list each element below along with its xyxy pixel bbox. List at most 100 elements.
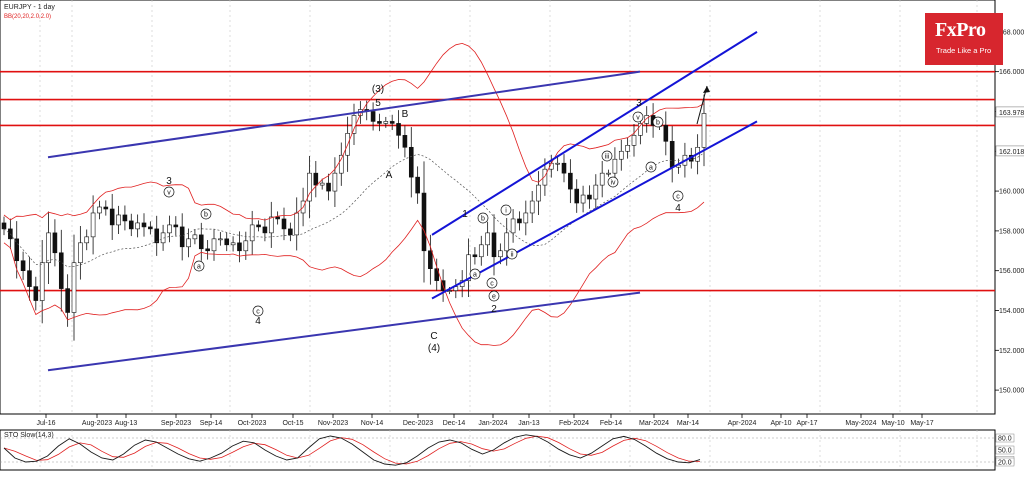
wave-circle-label-9: e <box>492 294 496 301</box>
candle-body <box>46 232 51 264</box>
fxpro-logo: FxPro Trade Like a Pro <box>925 13 1003 65</box>
wave-circle-label-11: iv <box>610 180 616 187</box>
candle-body <box>434 268 440 281</box>
y-tick-label-3: 156.000 <box>999 268 1024 275</box>
candle-body <box>383 121 389 124</box>
long-channel-lower <box>47 291 641 372</box>
candle-body <box>504 232 510 252</box>
x-tick-label-10: Dec-14 <box>443 420 466 427</box>
candle-body <box>288 228 293 236</box>
candle-body <box>224 238 230 246</box>
wave-circle-label-10: iii <box>605 154 610 161</box>
candle-body <box>370 111 376 122</box>
wave-circle-label-15: c <box>676 194 680 201</box>
bollinger-upper <box>3 42 705 221</box>
candle-body <box>281 218 287 230</box>
candle-body <box>701 113 707 148</box>
trend-channel-upper <box>431 30 758 236</box>
x-tick-label-21: May-10 <box>881 420 904 427</box>
candle-body <box>20 260 26 271</box>
wave-circle-label-8: ii <box>510 252 514 259</box>
wave-circle-13 <box>652 116 664 128</box>
wave-circle-label-6: c <box>490 281 494 288</box>
candle-body <box>377 121 382 124</box>
indicator-label: BB(20,20,2.0,2.0) <box>4 14 51 20</box>
wave-label-10: 3 <box>636 98 642 109</box>
stoch-signal-line <box>3 435 701 465</box>
stoch-title: STO Slow(14,3) <box>4 432 54 439</box>
candle-body <box>498 250 503 258</box>
wave-circle-12 <box>632 111 644 123</box>
candle-body <box>135 222 140 230</box>
wave-circle-label-4: b <box>481 216 485 223</box>
price-marker-1: 162.018 <box>999 149 1024 156</box>
candle-body <box>338 154 344 174</box>
bollinger-middle <box>3 152 705 268</box>
candle-body <box>625 144 630 152</box>
candle-body <box>485 232 490 246</box>
candle-body <box>478 244 484 258</box>
x-tick-label-9: Dec-2023 <box>403 420 433 427</box>
candle-body <box>84 236 90 244</box>
candle-body <box>58 252 64 289</box>
x-tick-label-11: Jan-2024 <box>478 420 507 427</box>
candle-body <box>510 218 516 234</box>
wave-label-2: 5 <box>375 98 381 109</box>
x-tick-label-5: Oct-2023 <box>238 420 267 427</box>
x-tick-label-15: Mar-2024 <box>639 420 669 427</box>
wave-circle-label-12: v <box>636 115 640 122</box>
candle-body <box>262 226 268 234</box>
x-tick-label-3: Sep-2023 <box>161 420 191 427</box>
bollinger-lower <box>3 201 705 346</box>
wave-circle-7 <box>500 204 512 216</box>
wave-circle-15 <box>672 190 684 202</box>
candle-body <box>408 146 414 178</box>
candle-body <box>52 232 58 254</box>
candle-body <box>275 216 280 220</box>
candle-body <box>402 135 408 148</box>
chart-title: EURJPY - 1 day <box>4 4 55 11</box>
candle-body <box>39 262 45 301</box>
wave-circle-label-3: c <box>256 309 260 316</box>
candle-body <box>618 150 624 160</box>
x-tick-label-14: Feb-14 <box>600 420 622 427</box>
wave-circle-label-13: b <box>656 120 660 127</box>
x-tick-label-22: May-17 <box>910 420 933 427</box>
candle-body <box>523 212 529 224</box>
x-tick-label-4: Sep-14 <box>200 420 223 427</box>
candle-body <box>466 254 471 281</box>
candle-body <box>256 224 261 228</box>
candle-body <box>536 184 541 202</box>
candle-body <box>90 212 96 238</box>
wave-label-11: 4 <box>675 203 681 214</box>
x-tick-label-0: Jul-16 <box>36 420 55 427</box>
candle-body <box>198 234 204 250</box>
wave-circle-0 <box>163 186 175 198</box>
candle-body <box>14 238 20 262</box>
candle-body <box>574 188 580 204</box>
wave-circle-3 <box>252 305 264 317</box>
wave-circle-4 <box>477 212 489 224</box>
candle-body <box>326 182 331 192</box>
wave-circle-label-0: v <box>167 190 171 197</box>
y-tick-label-1: 152.000 <box>999 348 1024 355</box>
candle-body <box>568 172 573 190</box>
x-tick-label-13: Feb-2024 <box>559 420 589 427</box>
candle-body <box>421 192 427 252</box>
candle-body <box>103 206 109 210</box>
candle-body <box>606 172 611 175</box>
candle-body <box>542 168 548 186</box>
candle-body <box>319 182 325 186</box>
x-tick-label-16: Mar-14 <box>677 420 699 427</box>
wave-circle-14 <box>645 161 657 173</box>
wave-circle-label-7: i <box>505 208 507 215</box>
stoch-main-line <box>3 434 701 466</box>
main-plot-frame <box>0 0 996 415</box>
trend-channel-lower <box>431 120 758 300</box>
candles-group <box>1 94 707 341</box>
y-tick-label-2: 154.000 <box>999 308 1024 315</box>
x-tick-label-17: Apr-2024 <box>728 420 757 427</box>
candle-body <box>351 115 357 134</box>
wave-circle-2 <box>193 260 205 272</box>
